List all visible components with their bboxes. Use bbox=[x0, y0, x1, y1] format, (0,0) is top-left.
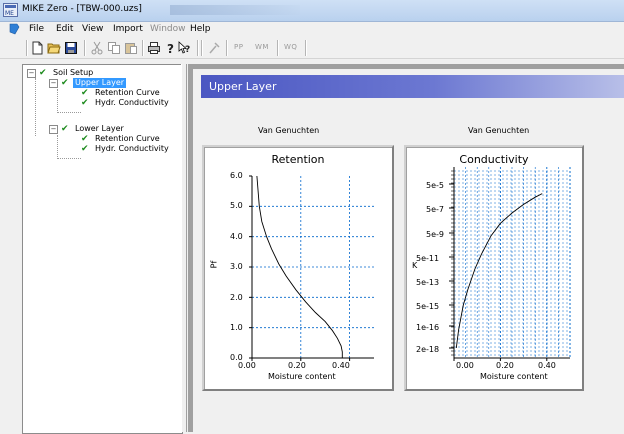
checkmark-icon: ✔ bbox=[81, 144, 89, 154]
conductivity-chart[interactable]: Conductivity 5e-5 5e-7 5e-9 5e-11 5e-13 … bbox=[404, 145, 584, 391]
conductivity-model-label: Van Genuchten bbox=[468, 126, 530, 135]
panel-header-title: Upper Layer bbox=[209, 80, 277, 93]
x-tick-label: 0.20 bbox=[288, 361, 306, 370]
checkmark-icon: ✔ bbox=[39, 68, 47, 78]
menu-edit[interactable]: Edit bbox=[56, 24, 74, 34]
tool-icon[interactable] bbox=[207, 41, 221, 55]
pane-splitter[interactable] bbox=[181, 64, 187, 432]
tree-connector bbox=[35, 78, 36, 136]
tree-node-label: Retention Curve bbox=[95, 88, 160, 97]
tree-node-label: Hydr. Conductivity bbox=[95, 98, 169, 107]
y-tick-label: 3.0 bbox=[230, 262, 243, 271]
mike-zero-app-icon: ME bbox=[3, 3, 18, 17]
checkmark-icon: ✔ bbox=[61, 124, 69, 134]
collapse-toggle-icon[interactable]: − bbox=[49, 79, 58, 88]
checkmark-icon: ✔ bbox=[81, 98, 89, 108]
cut-icon[interactable] bbox=[90, 41, 104, 55]
y-tick-label: 5e-11 bbox=[416, 254, 440, 263]
y-tick-label: 5e-13 bbox=[416, 278, 440, 287]
tree-node-label: Retention Curve bbox=[95, 134, 160, 143]
checkmark-icon: ✔ bbox=[81, 134, 89, 144]
checkmark-icon: ✔ bbox=[81, 88, 89, 98]
y-tick-label: 2e-18 bbox=[416, 345, 440, 354]
toolbar: ? ? PP WM WQ bbox=[0, 38, 624, 59]
pp-button[interactable]: PP bbox=[234, 43, 244, 51]
tree-node-label: Lower Layer bbox=[75, 124, 124, 133]
tree-node-label: Upper Layer bbox=[73, 78, 127, 88]
y-tick-label: 5e-5 bbox=[426, 181, 444, 190]
y-tick-label: 5.0 bbox=[230, 201, 243, 210]
y-tick-label: 1.0 bbox=[230, 323, 243, 332]
x-tick-label: 0.00 bbox=[238, 361, 256, 370]
tree-connector bbox=[57, 158, 81, 159]
toolbar-separator bbox=[277, 40, 279, 56]
retention-curve-line bbox=[256, 175, 343, 358]
title-bar: ME MIKE Zero - [TBW-000.uzs] bbox=[0, 0, 624, 22]
retention-model-label: Van Genuchten bbox=[258, 126, 320, 135]
tree-connector bbox=[57, 135, 58, 159]
toolbar-separator bbox=[201, 40, 203, 56]
toolbar-separator bbox=[197, 40, 199, 56]
toolbar-separator bbox=[226, 40, 228, 56]
retention-plot bbox=[249, 175, 374, 361]
tree-node-label: Hydr. Conductivity bbox=[95, 144, 169, 153]
chart-title: Retention bbox=[271, 153, 325, 166]
y-axis-label: K bbox=[412, 261, 418, 270]
panel-header: Upper Layer bbox=[201, 75, 624, 98]
toolbar-separator bbox=[142, 40, 144, 56]
save-icon[interactable] bbox=[64, 41, 78, 55]
toolbar-separator bbox=[84, 40, 86, 56]
setup-tree-view[interactable]: − ✔ Soil Setup − ✔ Upper Layer ✔ Retenti… bbox=[22, 64, 183, 434]
checkmark-icon: ✔ bbox=[61, 78, 69, 88]
x-tick-label: 0.40 bbox=[332, 361, 350, 370]
retention-chart[interactable]: Retention 6.0 5.0 4.0 3.0 2.0 1.0 0.0 0.… bbox=[202, 145, 394, 391]
svg-text:?: ? bbox=[185, 45, 190, 55]
y-axis-label: Pf bbox=[209, 260, 219, 269]
y-tick-label: 4.0 bbox=[230, 232, 243, 241]
new-file-icon[interactable] bbox=[30, 41, 44, 55]
svg-text:ME: ME bbox=[5, 10, 14, 17]
y-tick-label: 5e-9 bbox=[426, 230, 444, 239]
help-icon[interactable]: ? bbox=[164, 41, 178, 55]
menu-view[interactable]: View bbox=[82, 24, 104, 34]
wm-button[interactable]: WM bbox=[255, 43, 269, 51]
toolbar-separator bbox=[305, 40, 307, 56]
x-axis-label: Moisture content bbox=[268, 372, 336, 381]
copy-icon[interactable] bbox=[107, 41, 121, 55]
menu-file[interactable]: File bbox=[29, 24, 45, 34]
title-bar-ghost bbox=[170, 5, 300, 15]
svg-text:?: ? bbox=[167, 42, 174, 55]
print-icon[interactable] bbox=[147, 41, 161, 55]
x-tick-label: 0.00 bbox=[456, 361, 474, 370]
conductivity-plot bbox=[449, 167, 571, 361]
collapse-toggle-icon[interactable]: − bbox=[49, 125, 58, 134]
x-axis-label: Moisture content bbox=[480, 372, 548, 381]
y-tick-label: 5e-15 bbox=[416, 302, 440, 311]
x-tick-label: 0.40 bbox=[538, 361, 556, 370]
y-tick-label: 0.0 bbox=[230, 353, 243, 362]
menu-import[interactable]: Import bbox=[113, 24, 143, 34]
y-tick-label: 6.0 bbox=[230, 171, 243, 180]
conductivity-curve-line bbox=[455, 193, 543, 349]
y-tick-label: 1e-16 bbox=[416, 323, 440, 332]
tree-node-label: Soil Setup bbox=[53, 68, 94, 77]
x-tick-label: 0.20 bbox=[496, 361, 514, 370]
chart-title: Conductivity bbox=[459, 153, 529, 166]
wq-button[interactable]: WQ bbox=[284, 43, 298, 51]
open-folder-icon[interactable] bbox=[47, 41, 61, 55]
collapse-toggle-icon[interactable]: − bbox=[27, 69, 36, 78]
window-title: MIKE Zero - [TBW-000.uzs] bbox=[22, 4, 142, 14]
context-help-icon[interactable]: ? bbox=[178, 41, 192, 55]
menu-bar: File Edit View Import Window Help bbox=[0, 22, 624, 37]
toolbar-separator bbox=[26, 40, 28, 56]
y-tick-label: 2.0 bbox=[230, 293, 243, 302]
menu-window[interactable]: Window bbox=[150, 24, 186, 34]
document-window-icon[interactable] bbox=[8, 23, 20, 35]
menu-help[interactable]: Help bbox=[190, 24, 211, 34]
paste-icon[interactable] bbox=[124, 41, 138, 55]
tree-connector bbox=[57, 89, 58, 113]
y-tick-label: 5e-7 bbox=[426, 205, 444, 214]
tree-connector bbox=[57, 112, 81, 113]
